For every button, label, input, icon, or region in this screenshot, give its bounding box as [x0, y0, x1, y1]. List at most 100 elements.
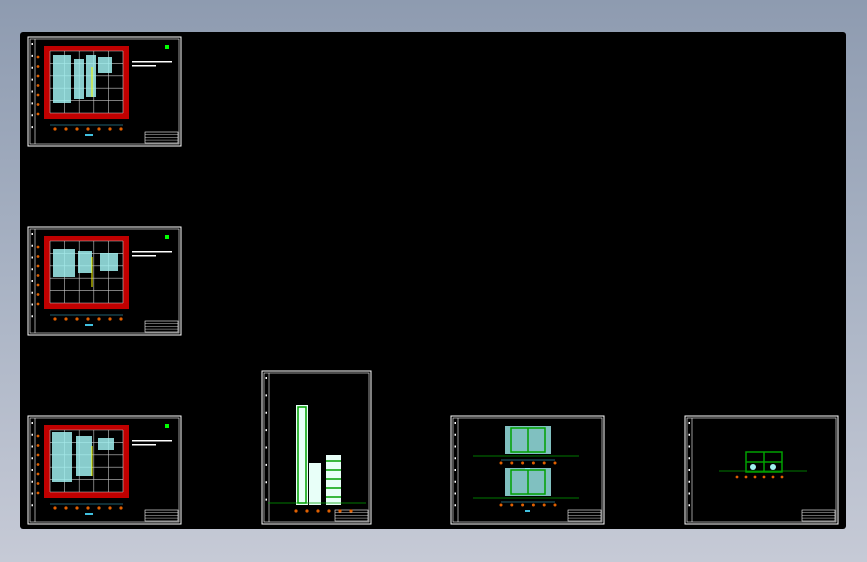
margin-tick	[265, 394, 267, 397]
tall-column	[296, 405, 308, 505]
drawing-sheet-section-double[interactable]	[450, 415, 605, 525]
axis-bubble	[753, 475, 757, 479]
margin-tick	[688, 504, 690, 507]
axis-bubble	[75, 506, 79, 510]
margin-tick	[454, 504, 456, 507]
margin-tick	[31, 102, 33, 105]
margin-tick	[31, 315, 33, 318]
equipment	[76, 436, 92, 476]
axis-bubble	[64, 506, 68, 510]
margin-tick	[31, 54, 33, 57]
margin-tick	[31, 43, 33, 45]
margin-tick	[31, 280, 33, 282]
margin-tick	[31, 445, 33, 448]
axis-bubble	[542, 503, 546, 507]
axis-bubble	[86, 127, 90, 131]
axis-bubble	[499, 503, 503, 507]
axis-bubble	[64, 317, 68, 321]
axis-bubble	[36, 103, 40, 106]
axis-bubble	[521, 461, 525, 465]
margin-tick	[31, 480, 33, 483]
margin-tick	[31, 66, 33, 69]
axis-bubble	[735, 475, 739, 479]
axis-bubble	[108, 127, 112, 131]
sheet-border	[684, 415, 839, 525]
axis-bubble	[762, 475, 766, 479]
sheet-border	[450, 415, 605, 525]
note-line	[132, 65, 156, 67]
axis-bubble	[553, 503, 557, 507]
axis-bubble	[97, 317, 101, 321]
margin-tick	[454, 492, 456, 495]
margin-tick	[31, 90, 33, 93]
axis-bubble	[327, 509, 331, 513]
note-line	[132, 444, 156, 446]
note-line	[132, 61, 172, 63]
equipment	[53, 249, 75, 277]
equipment	[78, 251, 92, 273]
sheet-border	[27, 415, 182, 525]
margin-tick	[688, 457, 690, 460]
axis-bubble	[86, 317, 90, 321]
margin-tick	[31, 114, 33, 117]
axis-bubble	[36, 491, 40, 495]
margin-tick	[265, 429, 267, 432]
margin-tick	[31, 504, 33, 507]
drawing-sheet-plan-2[interactable]	[27, 226, 182, 336]
margin-tick	[31, 303, 33, 306]
axis-bubble	[36, 74, 40, 78]
plan-label	[85, 513, 93, 515]
margin-tick	[31, 422, 33, 424]
margin-tick	[688, 469, 690, 471]
axis-bubble	[119, 127, 123, 131]
axis-bubble	[97, 127, 101, 131]
axis-bubble	[36, 444, 40, 447]
axis-bubble	[36, 274, 40, 277]
sheet-inner-border	[263, 372, 370, 523]
north-icon	[165, 235, 169, 239]
model-space[interactable]	[20, 32, 846, 529]
axis-bubble	[53, 317, 57, 321]
note-line	[132, 440, 172, 442]
axis-bubble	[119, 317, 123, 321]
axis-bubble	[542, 461, 546, 465]
margin-tick	[265, 377, 267, 379]
axis-bubble	[510, 503, 514, 507]
equipment	[98, 438, 114, 450]
margin-tick	[454, 445, 456, 448]
axis-bubble	[36, 93, 40, 97]
margin-tick	[265, 498, 267, 501]
drawing-sheet-plan-3[interactable]	[27, 415, 182, 525]
north-icon	[165, 45, 169, 49]
plan-label	[85, 134, 93, 136]
note-line	[132, 255, 156, 257]
margin-tick	[31, 244, 33, 247]
axis-bubble	[36, 84, 40, 87]
axis-bubble	[771, 475, 775, 479]
axis-bubble	[36, 434, 40, 438]
drawing-sheet-tower-elevation[interactable]	[261, 370, 372, 525]
drawing-canvas[interactable]	[20, 32, 846, 529]
sheet-border	[27, 36, 182, 147]
sheet-border	[261, 370, 372, 525]
axis-bubble	[338, 509, 342, 513]
axis-bubble	[531, 503, 535, 507]
axis-bubble	[36, 255, 40, 258]
margin-tick	[31, 78, 33, 81]
axis-bubble	[36, 245, 40, 249]
drawing-sheet-section-single[interactable]	[684, 415, 839, 525]
margin-tick	[454, 433, 456, 436]
margin-tick	[688, 422, 690, 424]
note-line	[132, 251, 172, 253]
margin-tick	[31, 256, 33, 259]
margin-tick	[31, 233, 33, 235]
axis-bubble	[531, 461, 535, 465]
drawing-sheet-plan-1[interactable]	[27, 36, 182, 147]
axis-bubble	[36, 482, 40, 485]
equipment	[52, 432, 72, 482]
axis-bubble	[499, 461, 503, 465]
sheet-inner-border	[29, 228, 180, 334]
equipment	[86, 55, 96, 97]
margin-tick	[31, 433, 33, 436]
equipment	[98, 57, 112, 73]
